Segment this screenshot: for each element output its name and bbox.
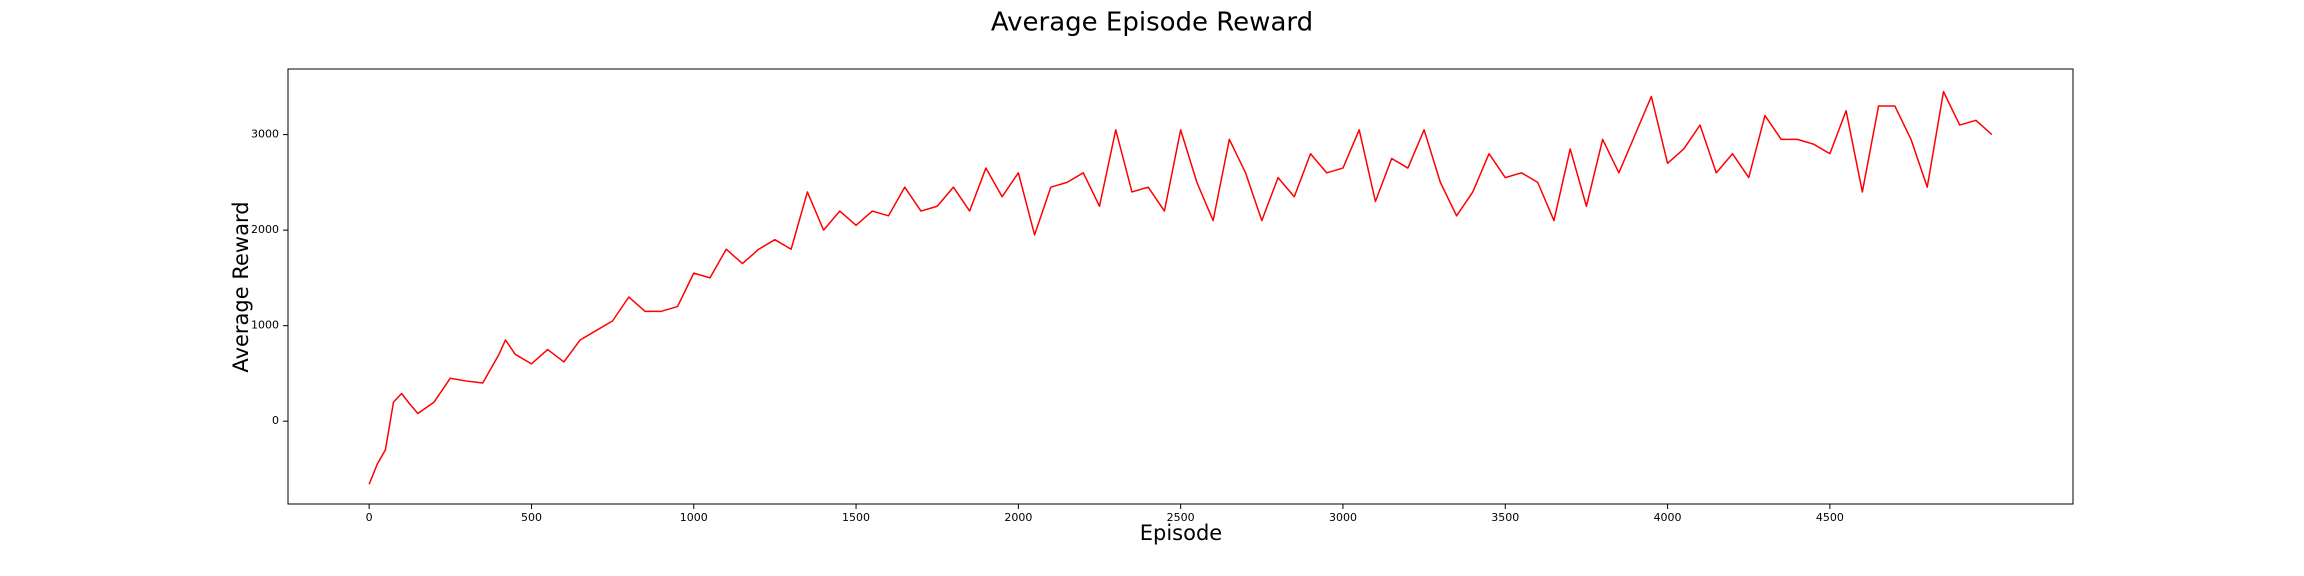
data-line [368, 90, 1993, 485]
chart-title: Average Episode Reward [991, 8, 1313, 38]
x-tick-label: 1500 [842, 511, 870, 524]
x-tick-label: 2500 [1167, 511, 1195, 524]
y-axis-label: Average Reward [229, 201, 253, 372]
x-tick-label: 3000 [1329, 511, 1357, 524]
x-tick-label: 4500 [1816, 511, 1844, 524]
y-tick-label: 0 [272, 414, 279, 427]
x-tick-label: 0 [366, 511, 373, 524]
x-tick-label: 500 [521, 511, 542, 524]
y-tick-label: 1000 [251, 319, 279, 332]
x-tick-label: 3500 [1491, 511, 1519, 524]
y-tick-label: 2000 [251, 223, 279, 236]
x-tick-label: 4000 [1654, 511, 1682, 524]
x-tick-label: 2000 [1004, 511, 1032, 524]
x-axis-label: Episode [1140, 521, 1222, 545]
y-tick-label: 3000 [251, 128, 279, 141]
x-tick-label: 1000 [680, 511, 708, 524]
